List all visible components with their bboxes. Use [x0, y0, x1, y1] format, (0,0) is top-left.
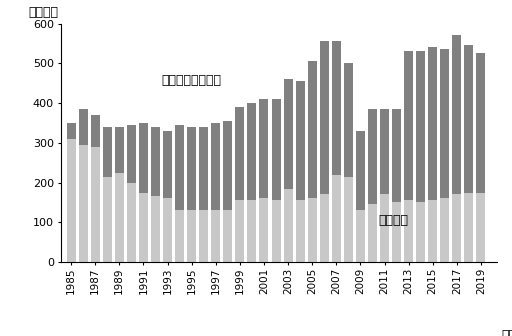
Bar [103, 177, 112, 262]
Bar [187, 210, 196, 262]
Bar [392, 202, 401, 262]
Bar [452, 195, 461, 262]
Bar [284, 188, 292, 262]
Bar [271, 99, 281, 201]
Bar [356, 210, 365, 262]
Bar [260, 199, 268, 262]
Bar [332, 175, 341, 262]
Bar [284, 79, 292, 188]
Bar [91, 115, 100, 147]
Bar [223, 121, 232, 210]
Bar [236, 107, 244, 201]
Bar [452, 36, 461, 195]
Text: （万台）: （万台） [29, 6, 59, 19]
Bar [271, 201, 281, 262]
Bar [440, 49, 450, 199]
Bar [440, 199, 450, 262]
Bar [308, 61, 317, 199]
Bar [344, 63, 353, 177]
Bar [247, 201, 257, 262]
Bar [319, 41, 329, 195]
Bar [151, 127, 160, 197]
Bar [404, 51, 413, 201]
Bar [368, 109, 377, 204]
Bar [308, 199, 317, 262]
Bar [67, 139, 76, 262]
Bar [175, 210, 184, 262]
Bar [139, 193, 148, 262]
Bar [91, 147, 100, 262]
Bar [103, 127, 112, 177]
Bar [464, 45, 474, 193]
Bar [223, 210, 232, 262]
Bar [127, 182, 136, 262]
Bar [477, 53, 485, 193]
Bar [295, 201, 305, 262]
Bar [151, 197, 160, 262]
Bar [428, 201, 437, 262]
Bar [368, 204, 377, 262]
Bar [79, 145, 88, 262]
Bar [211, 123, 220, 210]
Bar [115, 127, 124, 173]
Bar [464, 193, 474, 262]
Bar [79, 109, 88, 145]
Bar [319, 195, 329, 262]
Bar [175, 125, 184, 210]
Text: （年）: （年） [501, 329, 512, 336]
Bar [199, 210, 208, 262]
Bar [332, 41, 341, 175]
Bar [247, 103, 257, 201]
Bar [163, 131, 172, 199]
Bar [115, 173, 124, 262]
Bar [356, 131, 365, 210]
Bar [344, 177, 353, 262]
Bar [392, 109, 401, 202]
Text: 米国での現地生産: 米国での現地生産 [162, 74, 222, 87]
Bar [428, 47, 437, 201]
Bar [295, 81, 305, 201]
Bar [404, 201, 413, 262]
Bar [127, 125, 136, 182]
Bar [416, 51, 425, 202]
Bar [139, 123, 148, 193]
Text: 対米輸出: 対米輸出 [378, 214, 409, 227]
Bar [236, 201, 244, 262]
Bar [199, 127, 208, 210]
Bar [477, 193, 485, 262]
Bar [67, 123, 76, 139]
Bar [187, 127, 196, 210]
Bar [416, 202, 425, 262]
Bar [380, 109, 389, 195]
Bar [380, 195, 389, 262]
Bar [163, 199, 172, 262]
Bar [211, 210, 220, 262]
Bar [260, 99, 268, 199]
